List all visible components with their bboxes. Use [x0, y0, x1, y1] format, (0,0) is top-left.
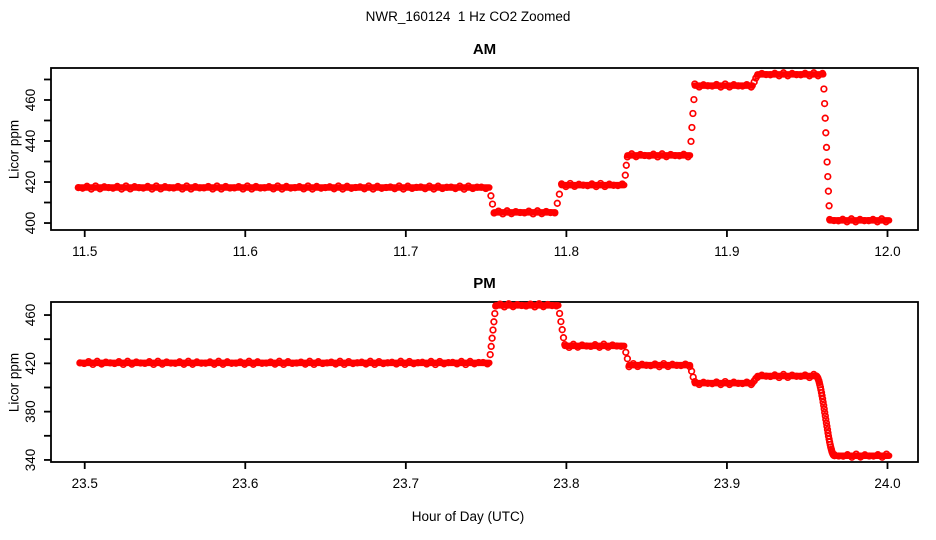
x-tick-label: 11.6	[233, 244, 258, 259]
y-axis-ticks: 400 420 440 460	[23, 78, 51, 235]
y-tick-label: 380	[23, 400, 38, 423]
x-tick-label: 11.7	[393, 244, 418, 259]
x-tick-label: 12.0	[874, 244, 900, 259]
x-tick-label: 11.5	[72, 244, 97, 259]
y-tick-label: 340	[23, 449, 38, 472]
x-tick-label: 23.6	[232, 476, 258, 491]
y-tick-label: 400	[23, 212, 38, 235]
plot-border	[50, 67, 919, 231]
x-tick-label: 23.8	[553, 476, 579, 491]
y-tick-label: 420	[23, 352, 38, 375]
x-tick-label: 23.9	[714, 476, 740, 491]
data-series	[74, 69, 893, 226]
x-tick-label: 23.5	[72, 476, 98, 491]
am-panel-title: AM	[472, 41, 497, 58]
data-series	[76, 300, 893, 461]
x-axis-label: Hour of Day (UTC)	[411, 509, 525, 524]
y-tick-label: 460	[23, 304, 38, 327]
y-tick-label: 420	[23, 171, 38, 194]
x-tick-label: 23.7	[393, 476, 419, 491]
x-tick-label: 24.0	[874, 476, 900, 491]
y-tick-label: 440	[23, 130, 38, 153]
y-tick-label: 460	[23, 89, 38, 112]
pm-panel-group: 23.5 23.6 23.7 23.8 23.9 24.0 340 380 420 460	[23, 300, 919, 491]
pm-panel-title: PM	[473, 275, 496, 292]
x-axis-ticks: 11.5 11.6 11.7 11.8 11.9 12.0	[72, 230, 901, 259]
figure-title: NWR_160124 1 Hz CO2 Zoomed	[365, 9, 571, 24]
am-panel-group: 11.5 11.6 11.7 11.8 11.9 12.0 400 420 440 460	[23, 67, 919, 259]
plot-border	[50, 301, 919, 463]
x-axis-ticks: 23.5 23.6 23.7 23.8 23.9 24.0	[72, 462, 901, 491]
x-tick-label: 11.8	[554, 244, 579, 259]
x-tick-label: 11.9	[714, 244, 739, 259]
y-axis-ticks: 340 380 420 460	[23, 304, 51, 471]
